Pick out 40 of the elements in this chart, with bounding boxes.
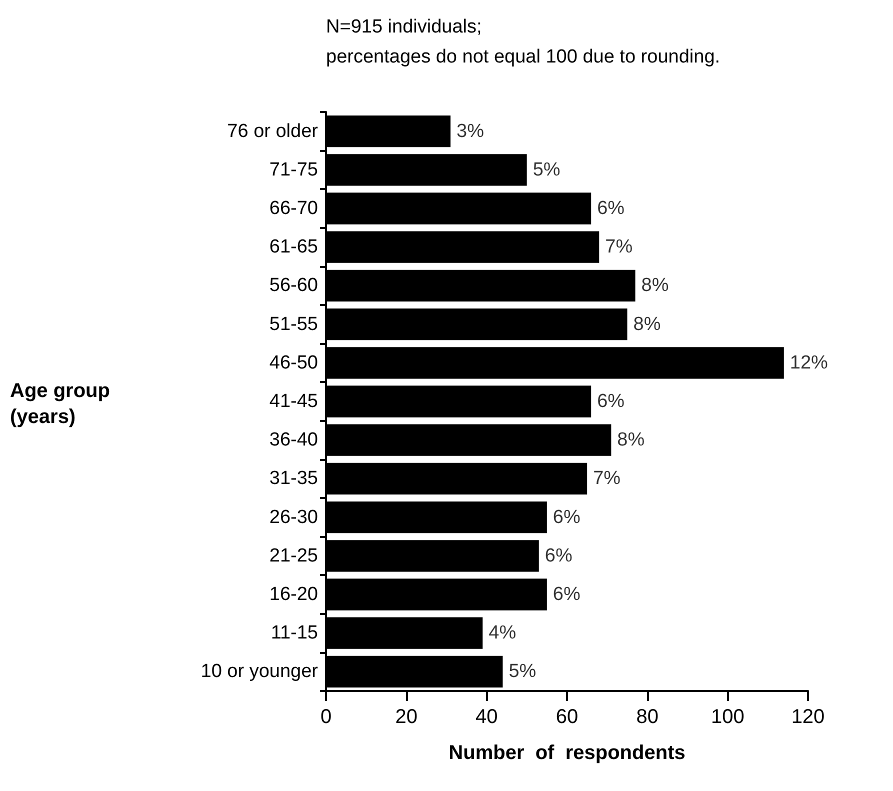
y-tick-label: 21-25 <box>269 545 318 566</box>
y-tick-label: 10 or younger <box>200 661 319 682</box>
annotation: 5% <box>508 661 536 682</box>
x-tick-label: 20 <box>395 706 418 728</box>
text: N=915 individuals; percentages do not equal 100 due to rounding. <box>326 16 720 68</box>
annotation: 8% <box>641 275 669 296</box>
annotation: 8% <box>633 314 661 335</box>
y-tick-label: 41-45 <box>269 391 318 412</box>
y-tick-label: 36-40 <box>269 430 318 451</box>
annotation: 6% <box>544 545 572 566</box>
x-tick-label: 40 <box>476 706 498 728</box>
annotation: 6% <box>597 198 625 219</box>
annotation: 7% <box>605 236 633 258</box>
y-tick-label: 46-50 <box>269 352 318 374</box>
x-tick-label: 0 <box>320 706 332 728</box>
annotation: 4% <box>488 622 516 644</box>
x-tick-label: 120 <box>791 706 825 728</box>
annotation: 6% <box>597 391 625 412</box>
y-tick-label: 66-70 <box>269 198 318 219</box>
annotation: 6% <box>552 506 580 528</box>
annotation: 6% <box>552 584 580 605</box>
y-tick-label: 56-60 <box>269 275 318 296</box>
annotation: 8% <box>617 430 645 451</box>
y-tick-label: 26-30 <box>269 506 318 528</box>
y-tick-label: 11-15 <box>270 622 318 644</box>
y-tick-label: 51-55 <box>269 314 318 335</box>
annotation: 3% <box>456 120 484 142</box>
x-axis-title: Number of respondents <box>448 742 686 764</box>
y-tick-label: 61-65 <box>269 236 318 258</box>
annotation: 12% <box>790 352 828 374</box>
y-tick-label: 76 or older <box>227 120 319 142</box>
x-tick-label: 100 <box>710 706 744 728</box>
y-tick-label: 16-20 <box>269 584 318 605</box>
y-tick-label: 71-75 <box>269 159 318 180</box>
y-tick-label: 31-35 <box>269 468 318 490</box>
x-tick-label: 80 <box>636 706 658 728</box>
x-tick-label: 60 <box>556 706 578 728</box>
y-axis-title: Age group (years) <box>10 380 110 428</box>
annotation: 7% <box>593 468 621 490</box>
annotation: 5% <box>532 159 560 180</box>
